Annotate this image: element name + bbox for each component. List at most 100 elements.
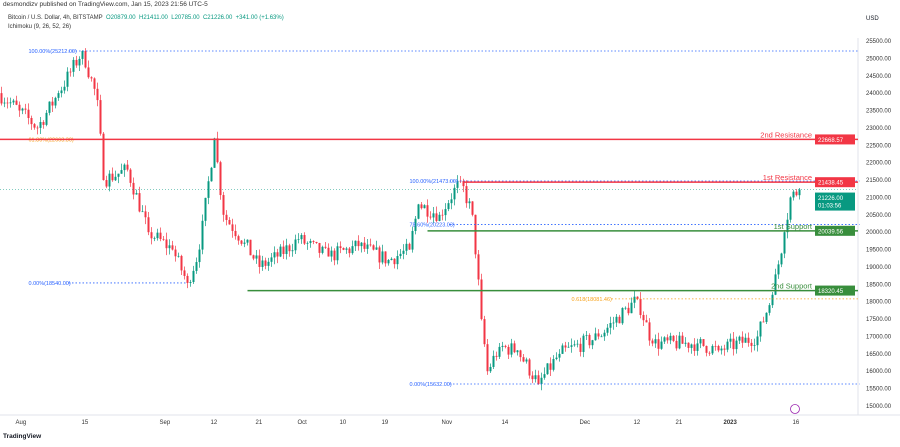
- candle-body: [63, 86, 66, 91]
- candle-body: [681, 335, 684, 344]
- plot-area[interactable]: [0, 38, 858, 415]
- candle-body: [318, 242, 321, 253]
- candle-body: [705, 345, 708, 353]
- indicator-label[interactable]: Ichimoku (9, 26, 52, 26): [8, 24, 72, 30]
- candle-body: [738, 336, 741, 341]
- y-tick-label: 15000.00: [866, 404, 892, 410]
- candle-body: [432, 213, 435, 218]
- candle-body: [675, 340, 678, 349]
- candle-body: [345, 248, 348, 250]
- candle-body: [114, 176, 117, 181]
- candle-body: [396, 256, 399, 265]
- candle-body: [267, 261, 270, 266]
- candle-body: [450, 199, 453, 204]
- candle-body: [783, 232, 786, 254]
- candle-body: [483, 319, 486, 345]
- candle-body: [702, 339, 705, 346]
- candle-body: [204, 197, 207, 221]
- price-tag-label: 22668.57: [818, 138, 844, 144]
- last-price-tag: [815, 192, 855, 211]
- candle-body: [576, 343, 579, 345]
- candle-body: [252, 255, 255, 259]
- candle-body: [72, 59, 75, 72]
- y-tick-label: 19500.00: [866, 248, 892, 254]
- candle-body: [270, 257, 273, 262]
- candle-body: [93, 78, 96, 89]
- candle-body: [687, 342, 690, 348]
- x-tick-label: 19: [382, 420, 389, 426]
- candle-body: [672, 335, 675, 341]
- price-tag-label: 18320.45: [818, 289, 844, 295]
- candle-body: [651, 340, 654, 344]
- candle-body: [618, 316, 621, 324]
- candle-body: [714, 345, 717, 347]
- candle-body: [378, 247, 381, 263]
- candle-body: [111, 173, 114, 181]
- candle-body: [693, 344, 696, 351]
- candle-body: [594, 333, 597, 341]
- y-tick-label: 16500.00: [866, 352, 892, 358]
- candle-body: [285, 245, 288, 255]
- candle-body: [555, 357, 558, 359]
- fib-label: 0.618(18081.46): [572, 297, 613, 303]
- candle-body: [339, 246, 342, 249]
- price-tag: [815, 285, 855, 296]
- candle-body: [606, 327, 609, 333]
- candle-body: [669, 335, 672, 341]
- candle-body: [639, 298, 642, 316]
- candle-body: [225, 214, 228, 220]
- candle-body: [645, 320, 648, 323]
- x-tick-label: 21: [256, 420, 263, 426]
- candle-body: [513, 343, 516, 353]
- candle-body: [588, 334, 591, 346]
- candle-body: [522, 357, 525, 362]
- x-tick-label: Nov: [442, 420, 453, 426]
- candle-body: [492, 355, 495, 367]
- candle-body: [441, 214, 444, 216]
- y-tick-label: 17000.00: [866, 334, 892, 340]
- candle-body: [15, 100, 18, 105]
- y-tick-label: 20000.00: [866, 230, 892, 236]
- candle-body: [60, 90, 63, 94]
- price-tag-label: 20039.56: [818, 229, 844, 235]
- candle-body: [498, 346, 501, 357]
- candle-body: [228, 219, 231, 225]
- candle-body: [402, 250, 405, 254]
- candle-body: [780, 253, 783, 265]
- candle-body: [312, 241, 315, 242]
- candle-body: [42, 122, 45, 125]
- fib-label: 0.00%(18540.00): [29, 281, 71, 287]
- y-tick-label: 21000.00: [866, 195, 892, 201]
- candle-body: [36, 127, 39, 129]
- fib-label: 100.00%(25212.00): [29, 49, 77, 55]
- candle-body: [405, 243, 408, 251]
- candle-body: [30, 118, 33, 125]
- candle-body: [255, 255, 258, 259]
- candle-body: [126, 164, 129, 170]
- candle-body: [624, 307, 627, 309]
- candle-body: [690, 344, 693, 348]
- y-tick-label: 25500.00: [866, 39, 892, 45]
- y-tick-label: 16000.00: [866, 369, 892, 375]
- candle-body: [762, 321, 765, 323]
- candle-body: [144, 211, 147, 218]
- candle-body: [684, 342, 687, 344]
- fib-label: 0.00%(15632.00): [410, 382, 452, 388]
- candle-body: [792, 191, 795, 198]
- candle-body: [309, 241, 312, 243]
- candle-body: [303, 235, 306, 244]
- candle-body: [132, 182, 135, 195]
- candle-body: [6, 102, 9, 104]
- candle-body: [621, 308, 624, 324]
- candle-body: [717, 346, 720, 351]
- candle-body: [87, 67, 90, 78]
- candle-body: [198, 249, 201, 263]
- y-tick-label: 21500.00: [866, 178, 892, 184]
- level-label: 2nd Resistance: [760, 130, 812, 139]
- candle-body: [477, 254, 480, 280]
- candle-body: [27, 109, 30, 119]
- lightning-icon[interactable]: [790, 404, 800, 414]
- candle-body: [600, 336, 603, 338]
- candle-body: [96, 88, 99, 101]
